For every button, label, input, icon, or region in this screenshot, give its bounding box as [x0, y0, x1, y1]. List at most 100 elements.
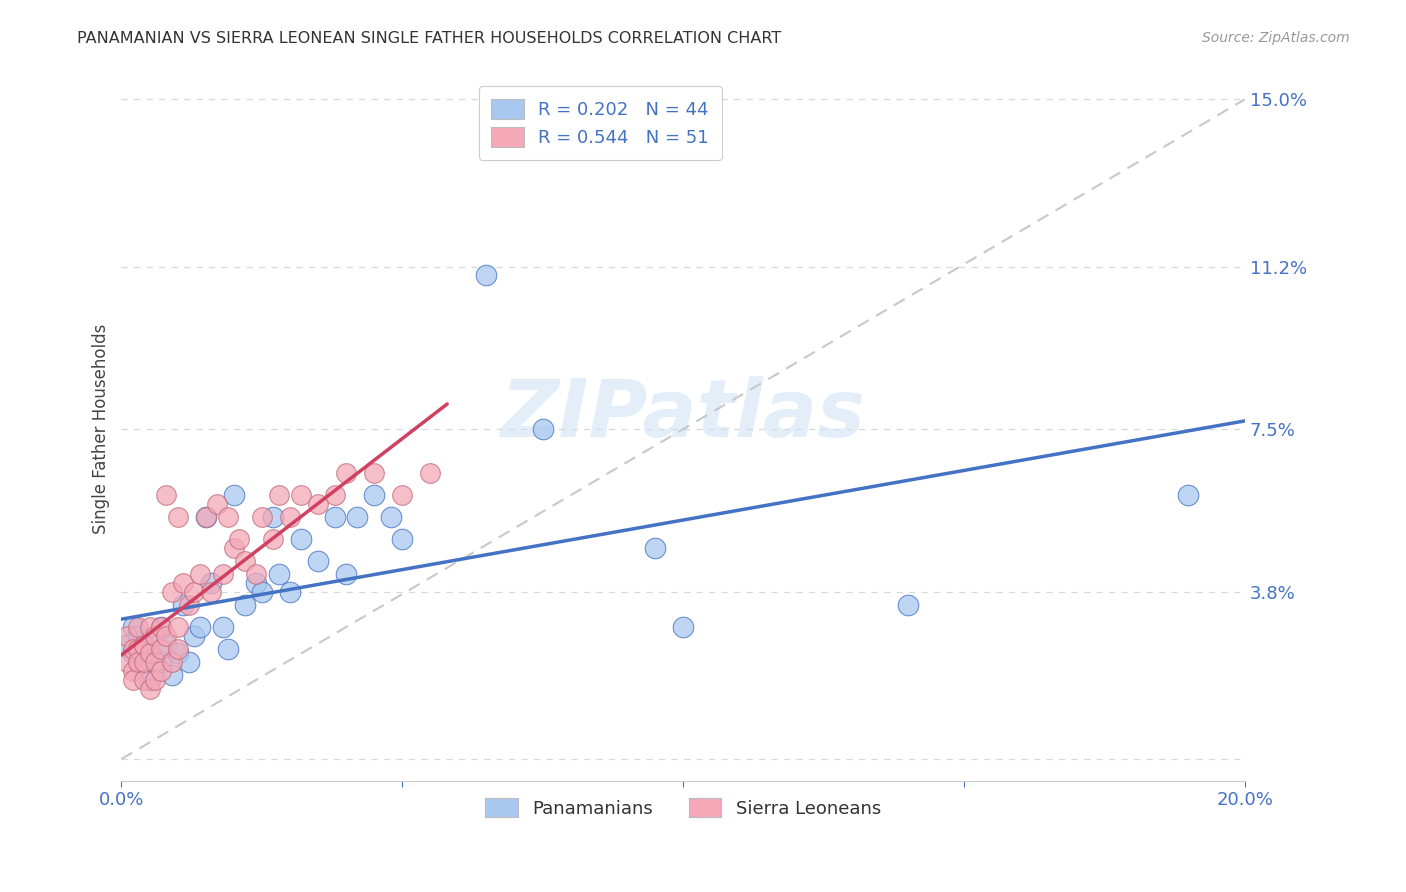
Sierra Leoneans: [127, 642, 149, 657]
Sierra Leoneans: [160, 655, 183, 669]
Panamanians: [121, 620, 143, 634]
Panamanians: [250, 585, 273, 599]
Sierra Leoneans: [194, 510, 217, 524]
Sierra Leoneans: [419, 466, 441, 480]
Panamanians: [323, 510, 346, 524]
Panamanians: [672, 620, 695, 634]
Sierra Leoneans: [149, 620, 172, 634]
Sierra Leoneans: [127, 655, 149, 669]
Sierra Leoneans: [211, 567, 233, 582]
Sierra Leoneans: [155, 629, 177, 643]
Sierra Leoneans: [335, 466, 357, 480]
Panamanians: [138, 673, 160, 687]
Sierra Leoneans: [205, 497, 228, 511]
Panamanians: [262, 510, 284, 524]
Panamanians: [160, 668, 183, 682]
Panamanians: [166, 647, 188, 661]
Text: Source: ZipAtlas.com: Source: ZipAtlas.com: [1202, 31, 1350, 45]
Panamanians: [188, 620, 211, 634]
Sierra Leoneans: [307, 497, 329, 511]
Sierra Leoneans: [166, 642, 188, 657]
Panamanians: [121, 647, 143, 661]
Sierra Leoneans: [250, 510, 273, 524]
Sierra Leoneans: [363, 466, 385, 480]
Panamanians: [233, 598, 256, 612]
Sierra Leoneans: [391, 488, 413, 502]
Text: PANAMANIAN VS SIERRA LEONEAN SINGLE FATHER HOUSEHOLDS CORRELATION CHART: PANAMANIAN VS SIERRA LEONEAN SINGLE FATH…: [77, 31, 782, 46]
Sierra Leoneans: [132, 673, 155, 687]
Sierra Leoneans: [262, 532, 284, 546]
Panamanians: [897, 598, 920, 612]
Sierra Leoneans: [143, 655, 166, 669]
Sierra Leoneans: [217, 510, 239, 524]
Sierra Leoneans: [115, 629, 138, 643]
Sierra Leoneans: [138, 647, 160, 661]
Sierra Leoneans: [177, 598, 200, 612]
Panamanians: [200, 576, 222, 591]
Panamanians: [127, 629, 149, 643]
Sierra Leoneans: [149, 664, 172, 678]
Sierra Leoneans: [160, 585, 183, 599]
Panamanians: [194, 510, 217, 524]
Legend: Panamanians, Sierra Leoneans: Panamanians, Sierra Leoneans: [478, 790, 889, 825]
Sierra Leoneans: [127, 620, 149, 634]
Panamanians: [307, 554, 329, 568]
Panamanians: [335, 567, 357, 582]
Panamanians: [1177, 488, 1199, 502]
Panamanians: [172, 598, 194, 612]
Panamanians: [132, 642, 155, 657]
Sierra Leoneans: [149, 642, 172, 657]
Sierra Leoneans: [183, 585, 205, 599]
Sierra Leoneans: [233, 554, 256, 568]
Sierra Leoneans: [222, 541, 245, 555]
Sierra Leoneans: [132, 655, 155, 669]
Sierra Leoneans: [323, 488, 346, 502]
Panamanians: [132, 664, 155, 678]
Panamanians: [155, 638, 177, 652]
Sierra Leoneans: [188, 567, 211, 582]
Panamanians: [127, 655, 149, 669]
Sierra Leoneans: [278, 510, 301, 524]
Sierra Leoneans: [228, 532, 250, 546]
Panamanians: [290, 532, 312, 546]
Sierra Leoneans: [143, 673, 166, 687]
Panamanians: [391, 532, 413, 546]
Panamanians: [475, 268, 498, 283]
Y-axis label: Single Father Households: Single Father Households: [93, 324, 110, 534]
Sierra Leoneans: [166, 510, 188, 524]
Sierra Leoneans: [166, 620, 188, 634]
Sierra Leoneans: [121, 673, 143, 687]
Panamanians: [115, 638, 138, 652]
Panamanians: [138, 633, 160, 648]
Panamanians: [267, 567, 290, 582]
Panamanians: [149, 655, 172, 669]
Panamanians: [222, 488, 245, 502]
Sierra Leoneans: [121, 664, 143, 678]
Panamanians: [363, 488, 385, 502]
Panamanians: [380, 510, 402, 524]
Panamanians: [644, 541, 666, 555]
Sierra Leoneans: [121, 642, 143, 657]
Sierra Leoneans: [155, 488, 177, 502]
Panamanians: [531, 422, 554, 436]
Sierra Leoneans: [245, 567, 267, 582]
Sierra Leoneans: [143, 629, 166, 643]
Sierra Leoneans: [132, 638, 155, 652]
Panamanians: [346, 510, 368, 524]
Panamanians: [217, 642, 239, 657]
Panamanians: [149, 620, 172, 634]
Panamanians: [278, 585, 301, 599]
Sierra Leoneans: [267, 488, 290, 502]
Panamanians: [177, 655, 200, 669]
Sierra Leoneans: [115, 655, 138, 669]
Text: ZIPatlas: ZIPatlas: [501, 376, 866, 454]
Panamanians: [143, 651, 166, 665]
Panamanians: [183, 629, 205, 643]
Sierra Leoneans: [138, 620, 160, 634]
Sierra Leoneans: [200, 585, 222, 599]
Panamanians: [245, 576, 267, 591]
Sierra Leoneans: [290, 488, 312, 502]
Sierra Leoneans: [138, 681, 160, 696]
Panamanians: [211, 620, 233, 634]
Sierra Leoneans: [172, 576, 194, 591]
